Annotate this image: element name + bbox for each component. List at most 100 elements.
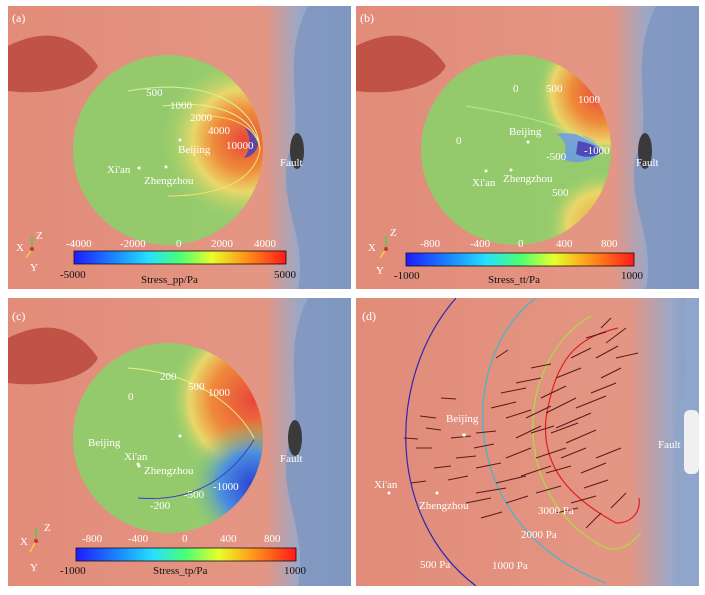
stress-tick-field [403, 317, 639, 529]
city-marker [484, 169, 488, 173]
colorbar: -4000 -2000 0 2000 4000 -5000 Stress_pp/… [60, 238, 297, 286]
stress-tick [583, 479, 609, 489]
axis-z-label: Z [36, 230, 43, 242]
city-beijing: Beijing [509, 126, 542, 138]
contour-line [167, 115, 261, 197]
colorbar-min: -1000 [60, 565, 86, 577]
colorbar-tick: -800 [82, 533, 103, 545]
stress-tick [450, 435, 472, 439]
contour-label: -1000 [213, 481, 239, 493]
stress-tick [555, 507, 579, 514]
stress-tick [505, 409, 532, 419]
axes-triad: X Y Z [20, 522, 51, 574]
contour-1000 [482, 298, 607, 584]
panel-b-stress-tt: (b) 0 500 1000 0 -500 -1000 500 Beijing … [356, 6, 699, 289]
stress-tick [575, 395, 607, 409]
fault-marker [684, 410, 699, 474]
stress-tick [535, 447, 567, 459]
contour-line [127, 367, 255, 439]
stress-tick [600, 367, 622, 379]
stress-tick [475, 487, 507, 494]
stress-tick [480, 511, 503, 519]
contour-label: -500 [546, 151, 567, 163]
city-zhengzhou: Zhengzhou [503, 173, 553, 185]
colorbar-tick: -2000 [120, 238, 146, 250]
stress-tick [525, 405, 552, 419]
panel-tag: (d) [362, 309, 376, 323]
colorbar-gradient [405, 252, 635, 267]
colorbar-label: Stress_pp/Pa [141, 274, 198, 286]
stress-tick [570, 495, 597, 504]
stress-tick [505, 447, 532, 459]
stress-tick [473, 443, 495, 449]
contour-label: 1000 [578, 94, 601, 106]
stress-tick [495, 475, 527, 484]
colorbar-tick: 0 [518, 238, 524, 250]
colorbar-tick: -400 [128, 533, 149, 545]
stress-tick [585, 331, 607, 339]
contour-label: 3000 Pa [538, 505, 574, 517]
stress-hot-zone [73, 55, 263, 245]
city-xian: Xi'an [124, 451, 148, 463]
stress-tick [540, 385, 567, 399]
contour-3000 [544, 327, 640, 524]
city-xian: Xi'an [374, 479, 398, 491]
fault-marker [638, 133, 652, 169]
ocean-region [285, 6, 351, 289]
contour-label: 1000 [208, 387, 231, 399]
contour-line [465, 105, 605, 150]
contour-label: -500 [184, 489, 205, 501]
contour-label: 0 [128, 391, 134, 403]
fault-label: Fault [658, 439, 681, 451]
stress-tick [610, 492, 627, 509]
city-marker [164, 165, 168, 169]
contour-label: 500 [146, 87, 163, 99]
stress-tick [433, 465, 452, 469]
colorbar: -800 -400 0 400 800 -1000 Stress_tp/Pa 1… [60, 533, 307, 577]
panel-d-principal-stress: (d) Beijing Xi'an Zhengzhou Fault 3000 P… [356, 298, 699, 586]
city-zhengzhou: Zhengzhou [419, 500, 469, 512]
axis-y-label: Y [30, 562, 38, 574]
panel-tag: (c) [12, 309, 25, 323]
stress-tick [505, 495, 529, 504]
stress-warm-zone [421, 55, 611, 245]
stress-tick [530, 363, 552, 369]
axes-triad: X Y Z [16, 230, 43, 274]
colorbar: -800 -400 0 400 800 -1000 Stress_tt/Pa 1… [394, 238, 644, 286]
colorbar-gradient [73, 250, 287, 265]
city-marker [435, 491, 439, 495]
contour-line [127, 86, 261, 151]
plateau-region [356, 35, 446, 93]
contour-label: 1000 Pa [492, 560, 528, 572]
city-marker [178, 138, 182, 142]
colorbar-tick: 800 [601, 238, 618, 250]
colorbar-tick: -400 [470, 238, 491, 250]
city-marker [178, 434, 182, 438]
contour-line [137, 439, 255, 500]
stress-tick [475, 462, 502, 469]
colorbar-tick: 0 [176, 238, 182, 250]
axis-y-label: Y [376, 265, 384, 277]
stress-tick [545, 465, 572, 474]
axis-x-label: X [20, 536, 28, 548]
contour-label: 500 Pa [420, 559, 450, 571]
contour-500 [405, 298, 477, 586]
stress-tick [535, 485, 562, 494]
contour-label: 1000 [170, 100, 193, 112]
contour-label: -200 [150, 500, 171, 512]
stress-tick [515, 377, 542, 384]
axis-z-label: Z [390, 227, 397, 239]
stress-tick [515, 425, 542, 439]
contour-label: 0 [456, 135, 462, 147]
colorbar-max: 1000 [621, 270, 644, 282]
stress-cold-zone [236, 121, 259, 158]
contour-label: 500 [188, 381, 205, 393]
stress-tick [570, 347, 592, 359]
city-zhengzhou: Zhengzhou [144, 175, 194, 187]
panel-a-stress-pp: (a) 500 1000 2000 4000 10000 Beijing Xi'… [8, 6, 351, 289]
city-marker [526, 140, 530, 144]
stress-tick [545, 397, 577, 414]
contour-label: 2000 [190, 112, 213, 124]
stress-tick [520, 465, 552, 477]
stress-tick [440, 397, 457, 400]
